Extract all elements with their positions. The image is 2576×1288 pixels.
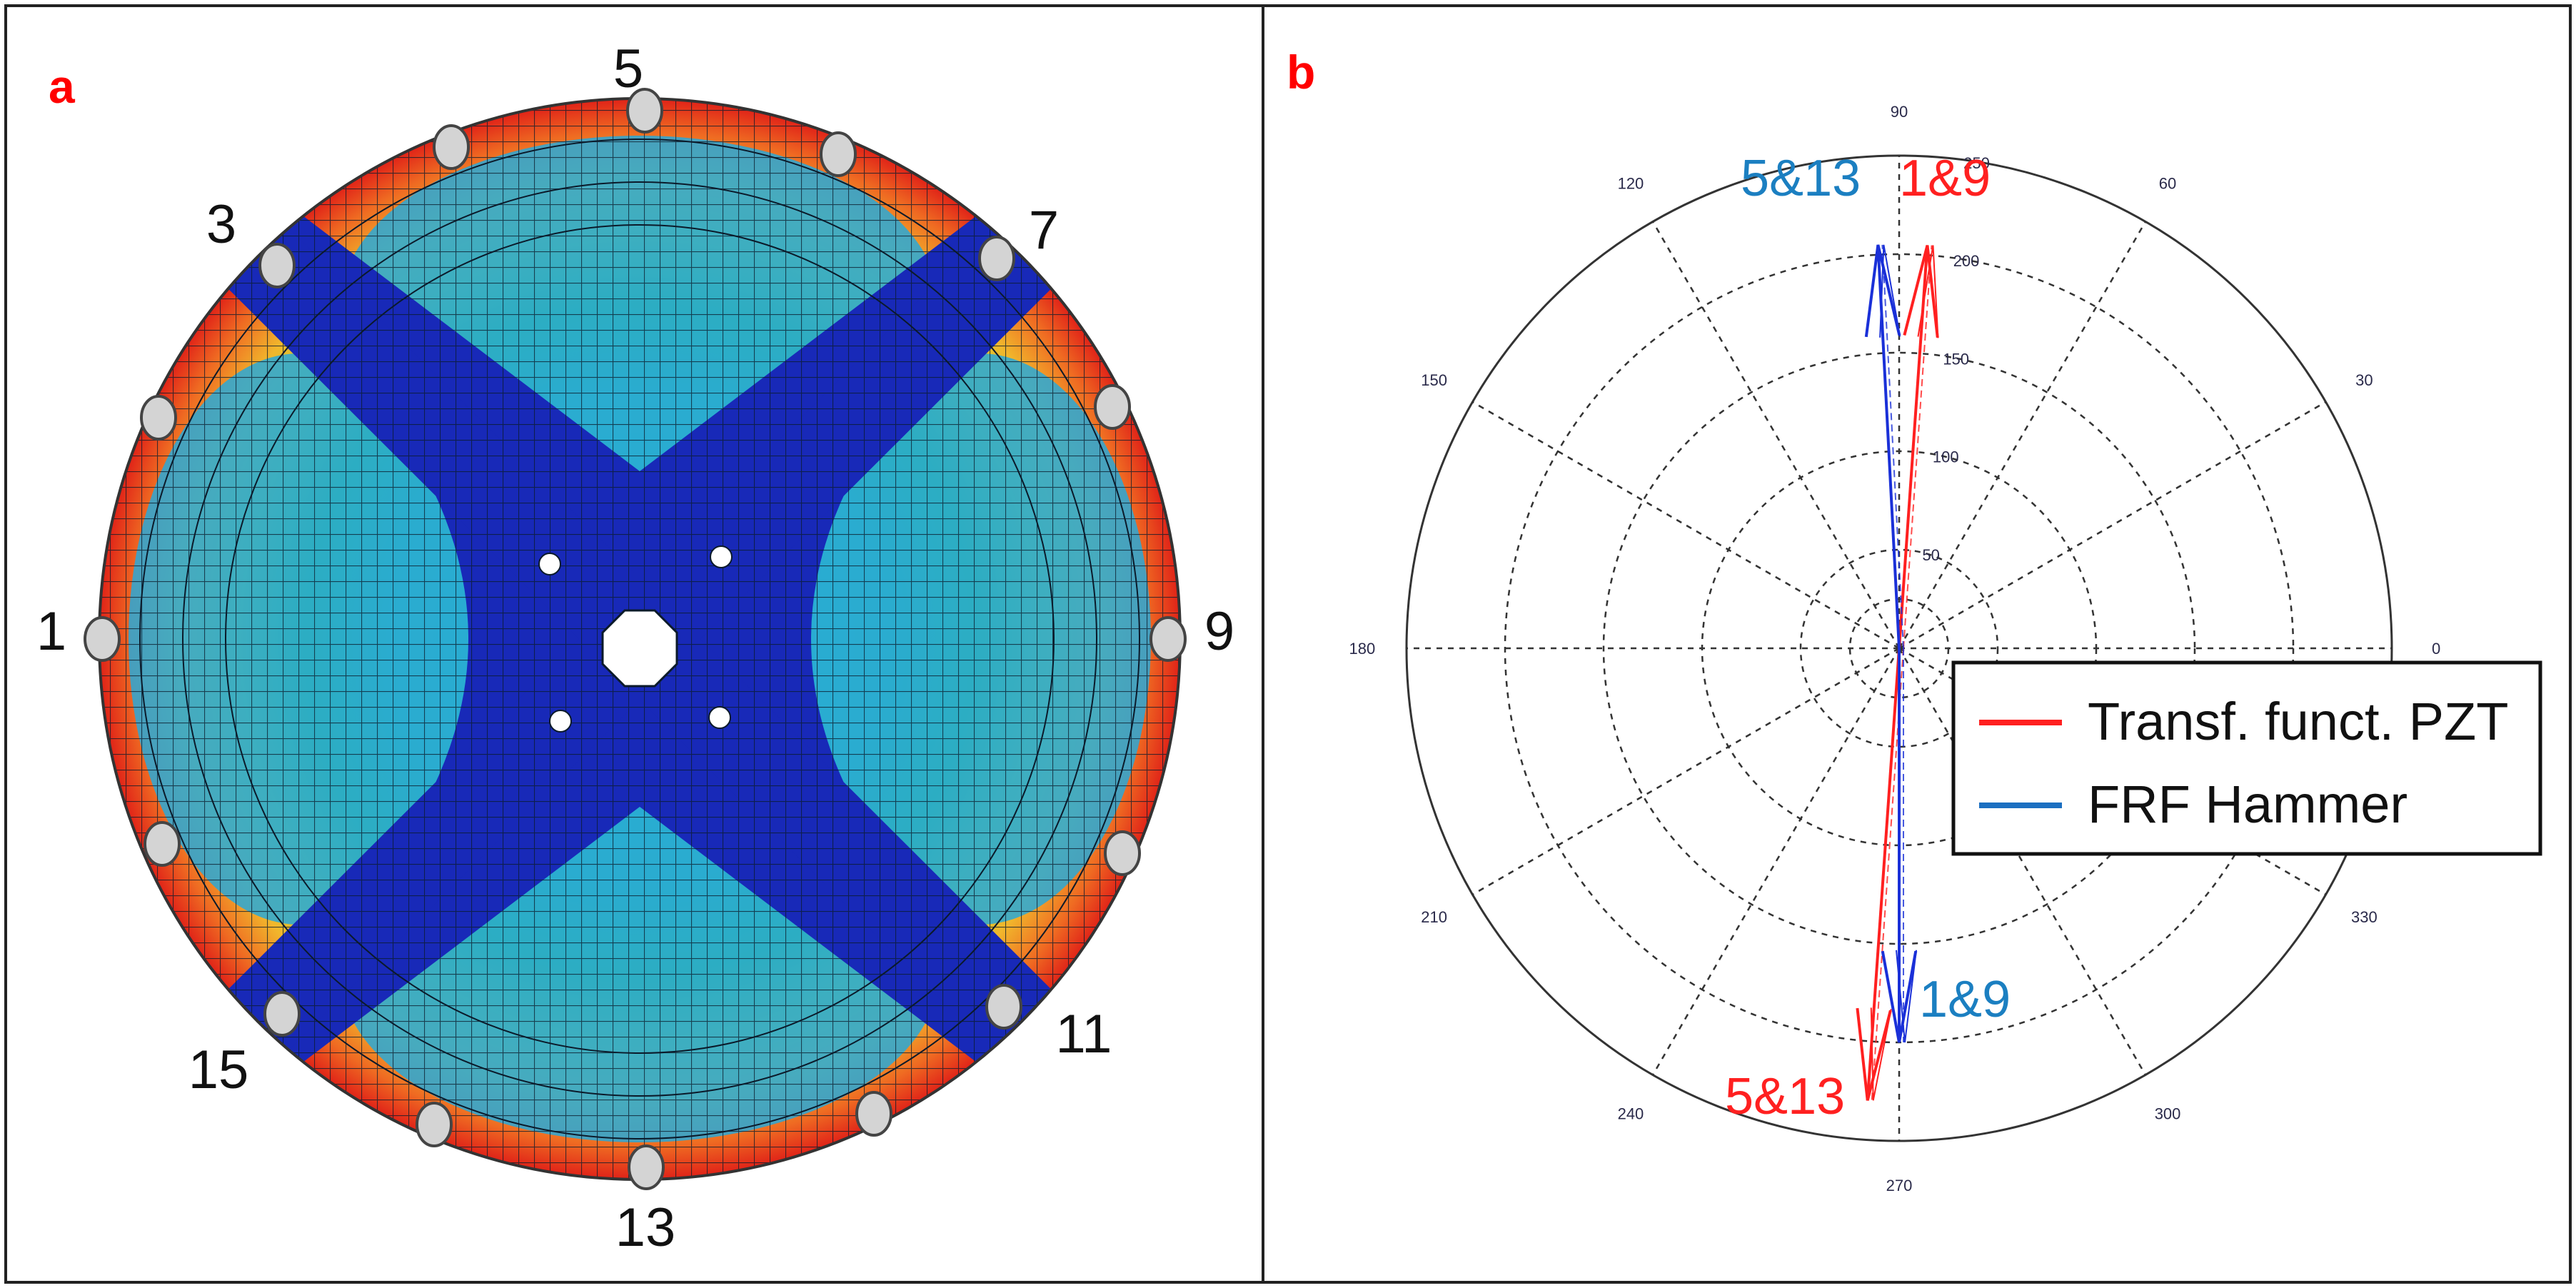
- radius-tick-label: 250: [1963, 154, 1990, 172]
- sensor-marker: [433, 124, 470, 170]
- angle-tick-label: 240: [1618, 1105, 1644, 1122]
- sensor-marker: [263, 991, 301, 1037]
- annotation-top-red: 1&9: [1899, 150, 1991, 207]
- vector-arrowhead: [1895, 950, 1918, 1043]
- angle-tick-label: 30: [2355, 371, 2373, 389]
- vector-arrowhead: [1881, 950, 1918, 1043]
- annotation-bottom-red: 5&13: [1725, 1068, 1845, 1125]
- radius-tick-label: 150: [1943, 350, 1969, 368]
- radius-tick-label: 100: [1933, 448, 1959, 466]
- node-label-11: 11: [1056, 1004, 1112, 1065]
- polar-grid-spoke: [1898, 401, 2327, 650]
- polar-grid-spoke: [1898, 221, 2147, 649]
- angle-tick-label: 270: [1886, 1177, 1913, 1194]
- panel-b: b 0 30 60 90 120 150 180 210 240 270 300 330 50 100 15…: [1287, 46, 2542, 1194]
- vector-arrowhead: [1917, 245, 1939, 338]
- radius-tick-label: 200: [1953, 252, 1980, 270]
- panel-a: a: [36, 39, 1234, 1258]
- vector-line: [1866, 648, 1901, 1101]
- sensor-marker: [978, 236, 1015, 281]
- angle-tick-label: 210: [1421, 908, 1447, 926]
- polar-grid-ring: [1799, 548, 1999, 748]
- sensor-marker: [258, 243, 296, 288]
- angle-tick-label: 120: [1618, 175, 1644, 193]
- legend: Transf. funct. PZT FRF Hammer: [1951, 660, 2542, 856]
- sensor-marker: [416, 1102, 453, 1147]
- polar-grid-spoke: [1471, 401, 1900, 650]
- vector-arrowhead: [1864, 244, 1901, 338]
- sensor-marker: [855, 1091, 892, 1137]
- node-label-3: 3: [206, 194, 236, 255]
- modal-disk: [98, 97, 1182, 1181]
- node-label-9: 9: [1204, 601, 1234, 662]
- radius-tick-label: 50: [1922, 546, 1939, 564]
- angle-tick-label: 90: [1891, 103, 1908, 121]
- polar-grid-spoke: [1471, 647, 1900, 896]
- sensor-marker: [1094, 384, 1131, 430]
- sensor-marker: [144, 821, 181, 867]
- annotation-bottom-blue: 1&9: [1919, 971, 2011, 1028]
- legend-label-hammer: FRF Hammer: [2088, 775, 2408, 834]
- angle-tick-label: 300: [2155, 1105, 2181, 1122]
- node-label-1: 1: [36, 601, 66, 662]
- sensor-marker: [985, 984, 1022, 1030]
- sensor-marker: [628, 1144, 665, 1190]
- vector-shadow: [1903, 245, 1933, 649]
- annotation-top-blue: 5&13: [1741, 150, 1861, 207]
- polar-grid-spoke: [1898, 648, 2147, 1076]
- vector-arrowhead: [1870, 1007, 1892, 1101]
- legend-label-pzt: Transf. funct. PZT: [2088, 692, 2508, 751]
- polar-plot: 0 30 60 90 120 150 180 210 240 270 300 330 50 100 150 2…: [1349, 103, 2441, 1194]
- sensor-marker: [84, 616, 121, 662]
- angle-tick-label: 180: [1349, 640, 1376, 658]
- vector-arrowhead: [1856, 1007, 1892, 1101]
- sensor-marker: [626, 88, 663, 134]
- node-label-15: 15: [188, 1040, 249, 1100]
- sensor-marker: [140, 395, 177, 441]
- sensor-marker: [1104, 830, 1141, 876]
- sensor-marker: [1149, 616, 1187, 662]
- angle-tick-label: 60: [2159, 175, 2176, 193]
- panel-b-letter: b: [1287, 46, 1315, 99]
- node-label-7: 7: [1029, 200, 1059, 261]
- vector-arrowhead: [1903, 245, 1939, 338]
- polar-grid-spoke: [1651, 648, 1901, 1076]
- angle-tick-label: 330: [2351, 908, 2378, 926]
- sensor-markers: [84, 88, 1187, 1190]
- node-label-13: 13: [615, 1197, 676, 1258]
- angle-tick-label: 150: [1421, 371, 1447, 389]
- polar-grid-spoke: [1651, 221, 1901, 649]
- panel-a-letter: a: [49, 60, 76, 113]
- vector-arrowhead: [1879, 244, 1901, 338]
- vector-shadow: [1881, 244, 1904, 649]
- node-label-5: 5: [613, 39, 643, 99]
- polar-grid-ring: [1602, 351, 2196, 945]
- sensor-marker: [820, 131, 857, 177]
- angle-tick-label: 0: [2432, 640, 2440, 658]
